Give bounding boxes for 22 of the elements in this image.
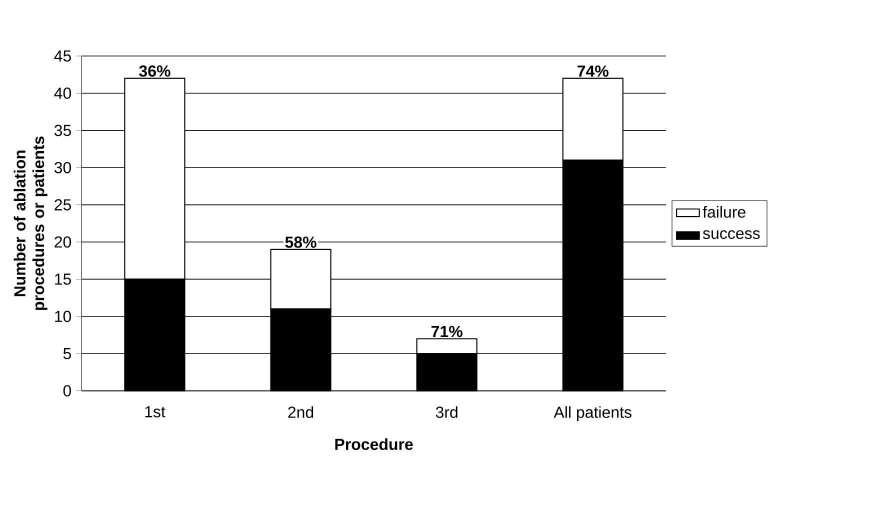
- legend-label: success: [702, 230, 760, 240]
- y-tick-label: 20: [54, 236, 72, 248]
- y-tick-label: 15: [55, 274, 71, 286]
- y-tick-label: 35: [54, 124, 71, 136]
- y-tick-label: 25: [54, 199, 71, 211]
- y-tick-label: 45: [54, 50, 71, 62]
- legend-label: failure: [702, 206, 746, 218]
- x-tick-label: 3rd: [436, 406, 458, 418]
- y-tick-label: 10: [55, 310, 72, 322]
- annotation: 71%: [432, 326, 462, 338]
- annotation: 36%: [139, 66, 170, 77]
- y-tick-label: 5: [63, 348, 71, 360]
- x-tick-label: 1st: [145, 406, 166, 418]
- x-tick-label: All patients: [554, 406, 632, 422]
- annotation: 74%: [578, 66, 608, 77]
- y-tick-label: 40: [54, 88, 72, 100]
- y-tick-label: 0: [63, 385, 72, 397]
- annotation: 58%: [285, 236, 316, 248]
- x-axis-title: Procedure: [335, 438, 413, 450]
- y-tick-label: 30: [54, 162, 72, 174]
- x-tick-label: 2nd: [288, 406, 314, 418]
- y-axis-title: Number of ablation procedures or patients: [14, 136, 48, 310]
